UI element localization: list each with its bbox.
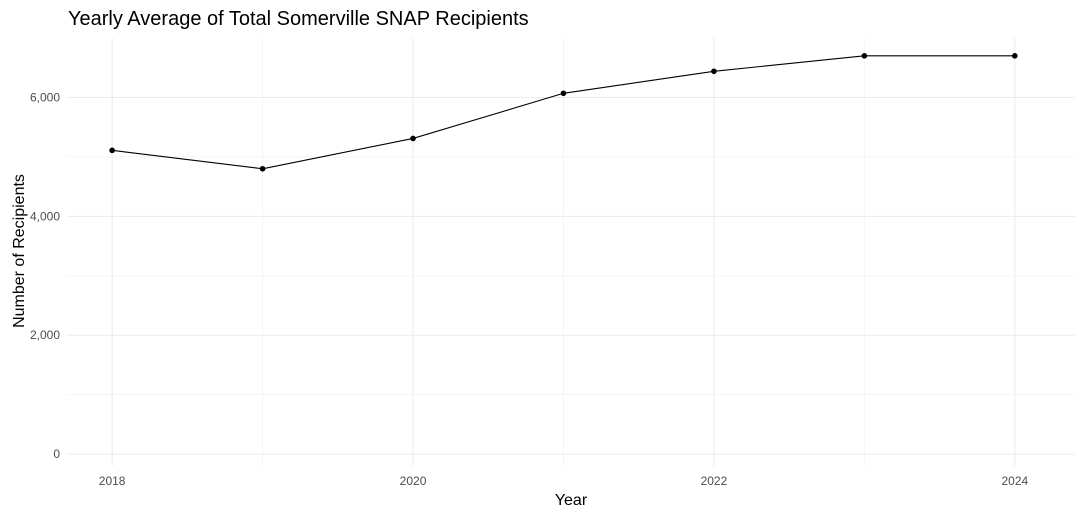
data-point-2019 (259, 165, 266, 172)
grid-lines (67, 38, 1075, 466)
data-point-2018 (109, 147, 115, 154)
x-tick-label: 2020 (400, 474, 427, 488)
data-point-2023 (861, 53, 868, 59)
x-axis-title: Year (555, 492, 588, 509)
data-point-2020 (410, 135, 416, 142)
x-tick-label: 2024 (1001, 474, 1028, 488)
y-axis-title: Number of Recipients (11, 174, 28, 328)
chart-title: Yearly Average of Total Somerville SNAP … (68, 8, 529, 30)
data-series (109, 53, 1018, 172)
data-point-2022 (711, 68, 717, 75)
x-tick-label: 2018 (99, 474, 126, 488)
y-tick-label: 4,000 (30, 209, 60, 223)
y-tick-label: 0 (53, 447, 60, 461)
y-tick-label: 6,000 (30, 90, 60, 104)
data-point-2021 (560, 90, 567, 97)
tick-labels: 2018 2020 2022 2024 0 2,000 4,000 6,000 (30, 90, 1029, 488)
x-tick-label: 2022 (701, 474, 728, 488)
y-tick-label: 2,000 (30, 328, 60, 342)
data-point-2024 (1012, 53, 1018, 59)
